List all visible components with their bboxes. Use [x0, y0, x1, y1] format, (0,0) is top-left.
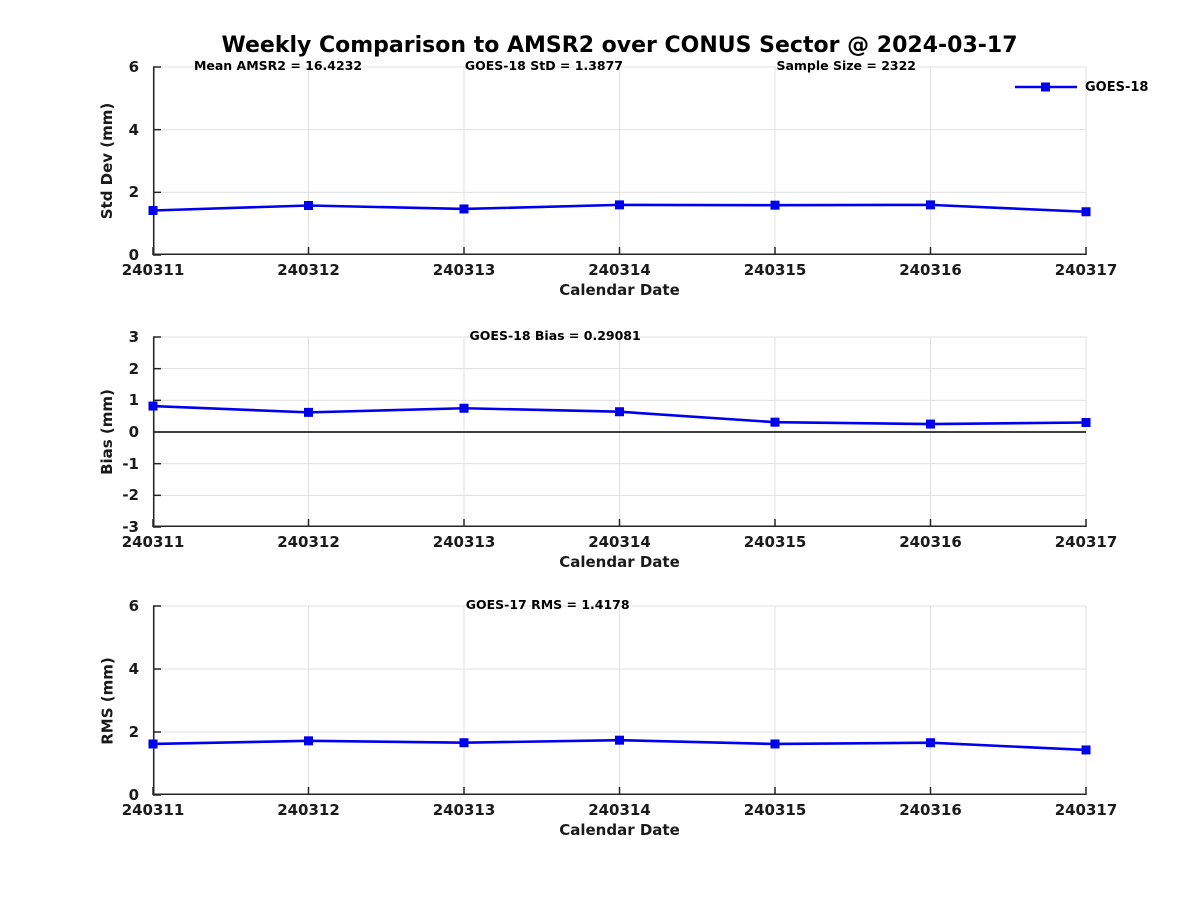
- std-dev-annotation-1: GOES-18 StD = 1.3877: [464, 58, 623, 73]
- tick-marks: [152, 605, 1087, 796]
- xtick-label: 240311: [121, 261, 185, 279]
- legend-label: GOES-18: [1085, 79, 1149, 95]
- xtick-label: 240312: [277, 801, 340, 819]
- rms-yaxis-label: RMS (mm): [98, 656, 116, 745]
- bias-series-markers: [148, 401, 1091, 429]
- xtick-label: 240317: [1054, 533, 1118, 551]
- ytick-label: 0: [128, 423, 139, 441]
- legend: GOES-18: [1015, 79, 1148, 95]
- gridlines: [152, 605, 1087, 795]
- figure-title: Weekly Comparison to AMSR2 over CONUS Se…: [221, 33, 1018, 58]
- ytick-label: 4: [128, 660, 139, 678]
- std-dev-series-markers: [148, 200, 1091, 217]
- xtick-label: 240311: [121, 801, 185, 819]
- xtick-label: 240312: [277, 533, 340, 551]
- std-dev-yaxis-label: Std Dev (mm): [98, 102, 116, 220]
- rms-annotation-0: GOES-17 RMS = 1.4178: [465, 597, 630, 612]
- ytick-label: 0: [128, 246, 139, 264]
- ytick-label: 6: [128, 58, 139, 76]
- ytick-label: 2: [128, 359, 139, 378]
- rms-xaxis-label: Calendar Date: [559, 821, 680, 839]
- tick-marks: [152, 66, 1087, 256]
- rms-series-markers: [148, 735, 1091, 755]
- ytick-label: 1: [128, 391, 139, 410]
- ytick-label: 4: [128, 120, 139, 139]
- ytick-label: 2: [128, 183, 139, 202]
- gridlines: [152, 66, 1087, 255]
- xtick-label: 240312: [277, 261, 340, 279]
- xtick-label: 240314: [588, 261, 651, 279]
- std-dev-annotation-0: Mean AMSR2 = 16.4232: [193, 58, 363, 73]
- xtick-label: 240317: [1054, 261, 1118, 279]
- bias-yaxis-label: Bias (mm): [98, 389, 116, 475]
- ytick-label: 2: [128, 723, 139, 741]
- ytick-label: -2: [122, 486, 139, 505]
- bias-plot-svg: [148, 336, 1091, 528]
- xtick-label: 240311: [121, 533, 185, 551]
- tick-marks: [152, 336, 1087, 528]
- xtick-label: 240316: [899, 801, 962, 819]
- xtick-label: 240315: [743, 533, 807, 551]
- subplot-std-dev: 0 2 4 6 240311 240312 240313 240314 240315 240316…: [98, 58, 1148, 299]
- subplot-rms: 0 2 4 6 240311 240312 240313 240314 240315 240316…: [98, 597, 1117, 839]
- bias-annotation-0: GOES-18 Bias = 0.29081: [469, 328, 641, 343]
- std-dev-annotation-2: Sample Size = 2322: [776, 58, 916, 73]
- xtick-label: 240314: [588, 801, 651, 819]
- subplot-bias: -3 -2 -1 0 1 2 3 240311 240312 240313 240314 240315…: [98, 328, 1117, 571]
- legend-line-sample: [1015, 82, 1077, 92]
- xtick-label: 240315: [743, 261, 807, 279]
- xtick-label: 240316: [899, 261, 962, 279]
- xtick-label: 240317: [1054, 801, 1118, 819]
- ytick-label: -1: [122, 454, 139, 473]
- xtick-label: 240313: [432, 801, 496, 819]
- xtick-label: 240314: [588, 533, 651, 551]
- std-dev-xaxis-label: Calendar Date: [559, 281, 680, 299]
- bias-xaxis-label: Calendar Date: [559, 553, 680, 571]
- std-dev-plot-svg: [148, 66, 1091, 256]
- xtick-label: 240316: [899, 533, 962, 551]
- ytick-label: -3: [122, 518, 139, 536]
- ytick-label: 0: [128, 786, 139, 804]
- xtick-label: 240315: [743, 801, 807, 819]
- xtick-label: 240313: [432, 261, 496, 279]
- ytick-label: 3: [128, 328, 139, 346]
- rms-plot-svg: [148, 605, 1091, 796]
- ytick-label: 6: [128, 597, 139, 615]
- xtick-label: 240313: [432, 533, 496, 551]
